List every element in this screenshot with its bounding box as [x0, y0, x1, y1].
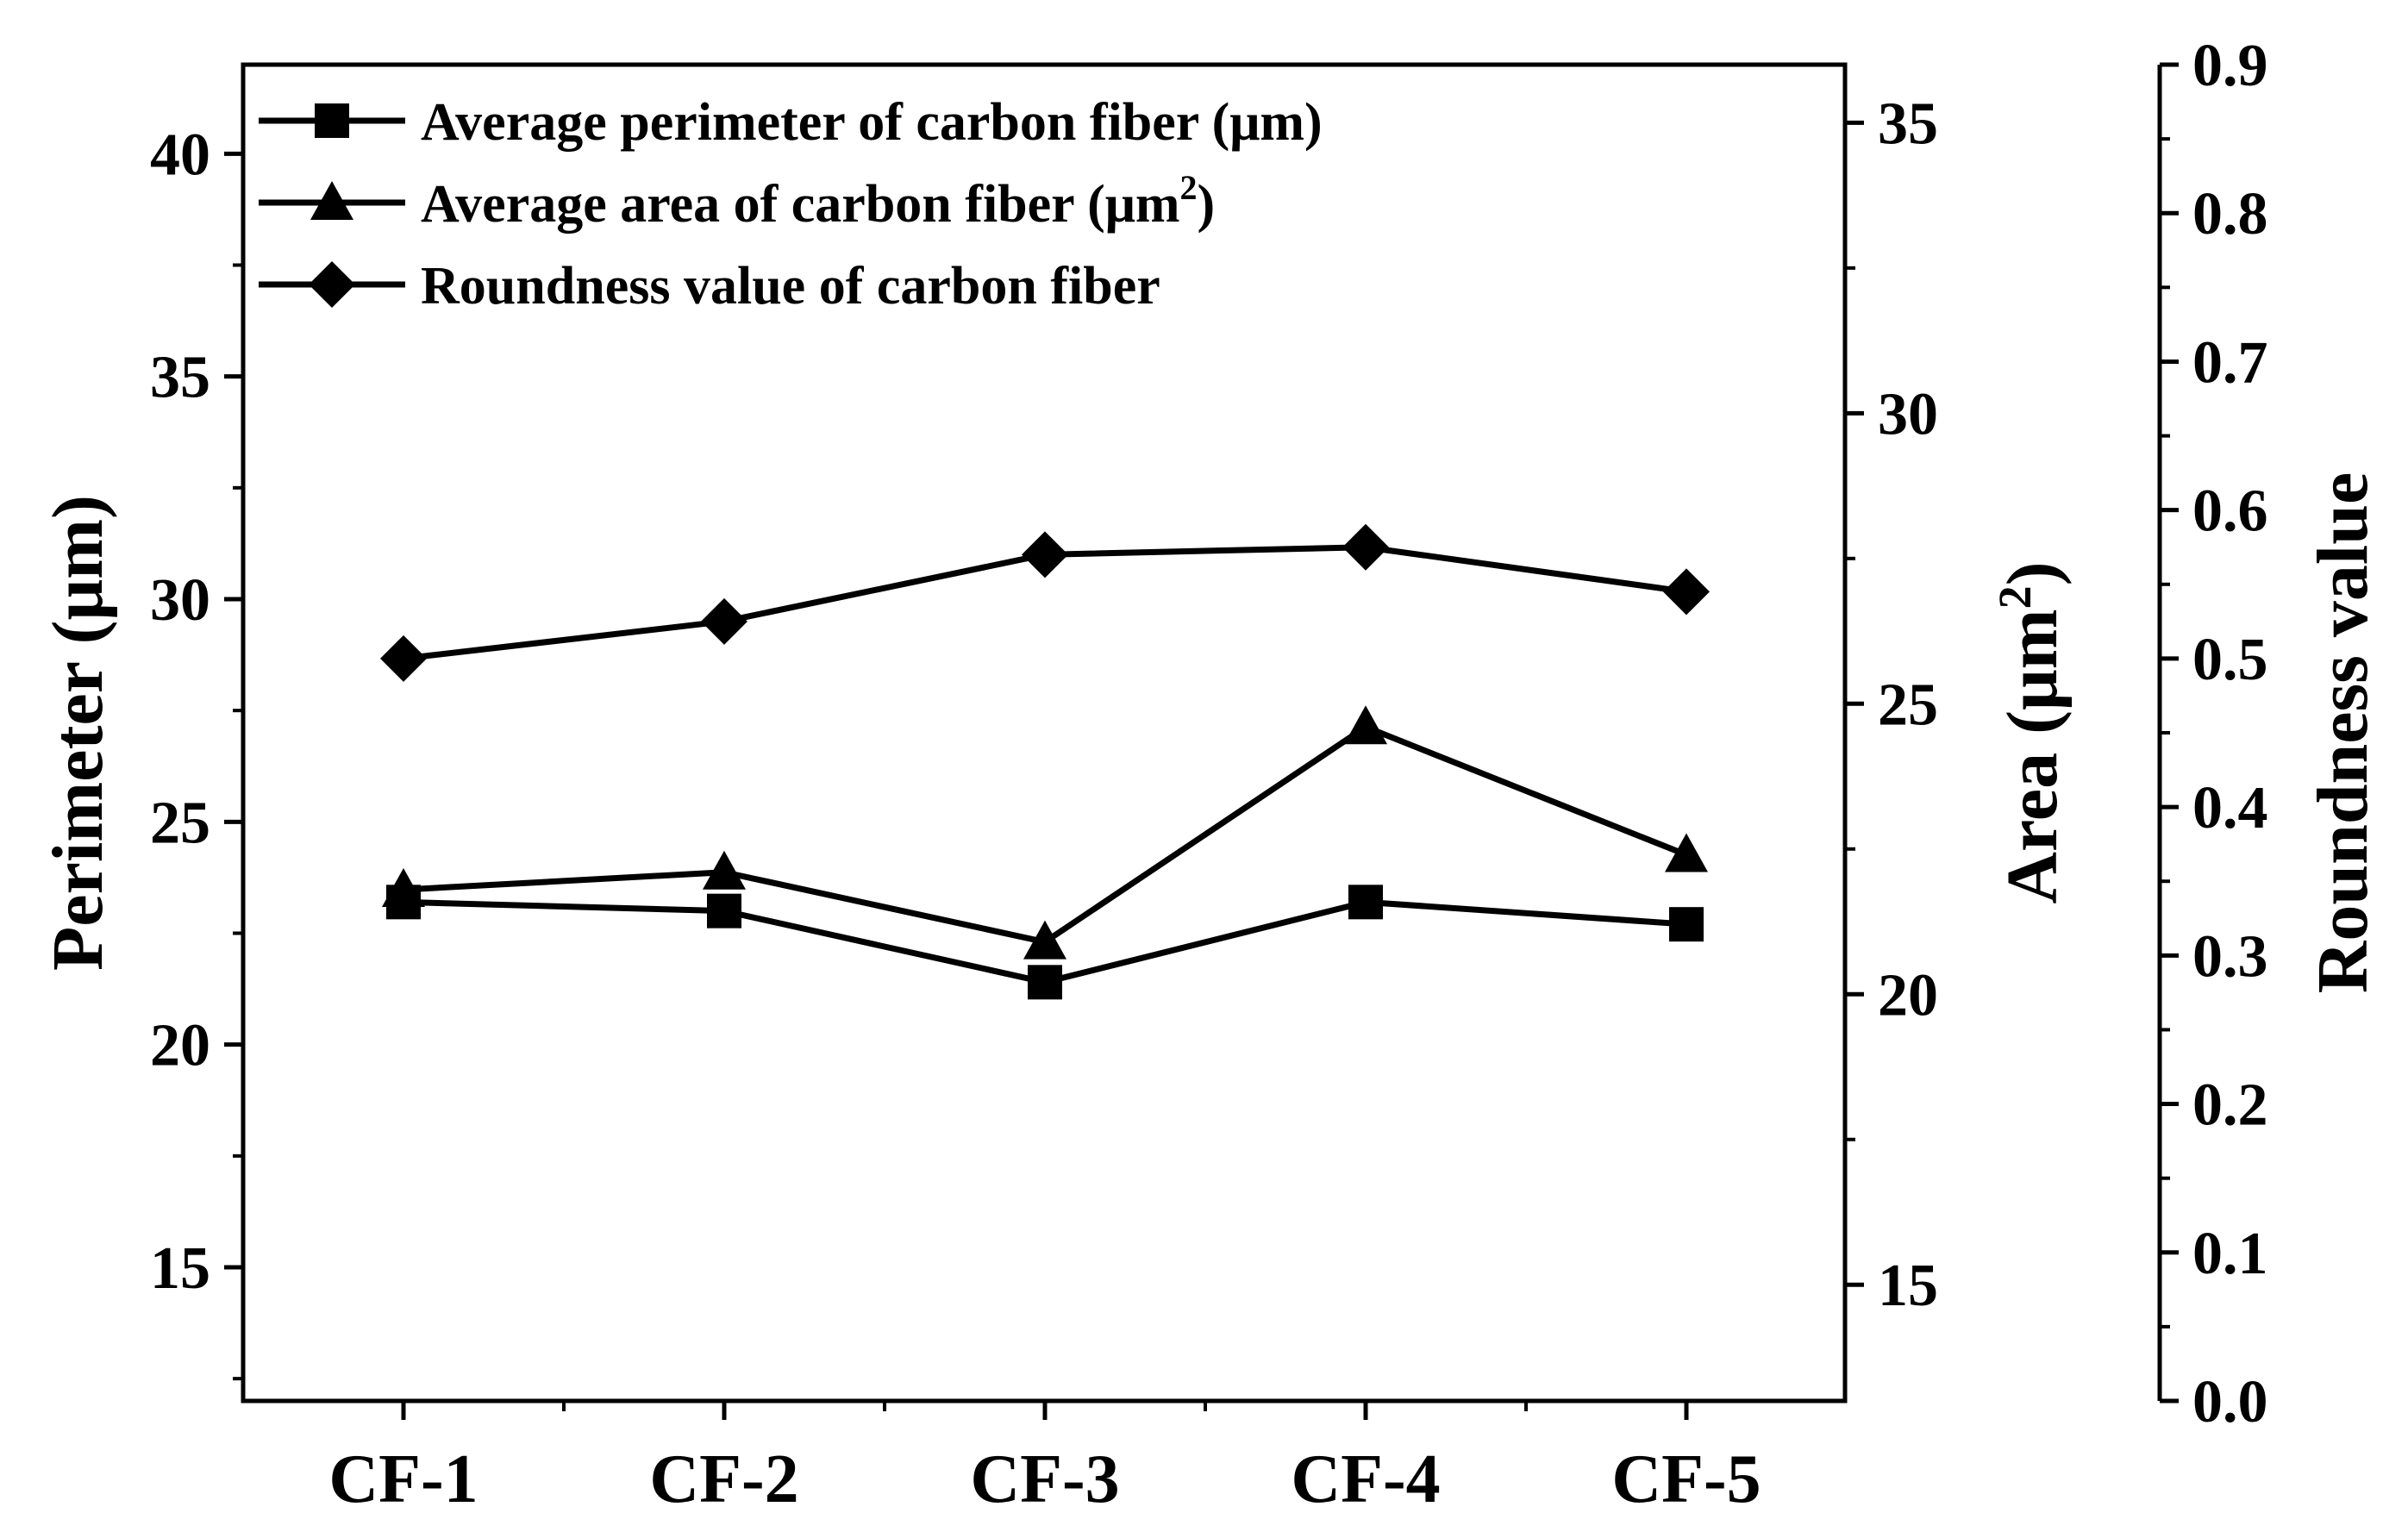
- x-tick-label: CF-1: [328, 1441, 478, 1517]
- series-layer: [380, 523, 1710, 1000]
- roundness-data-point: [1342, 523, 1389, 571]
- roundness-data-point: [1663, 568, 1710, 616]
- perimeter-tick-label: 20: [150, 1013, 210, 1079]
- area-data-point: [382, 867, 425, 907]
- area-tick-label: 25: [1878, 672, 1938, 738]
- area-tick-label: 20: [1878, 962, 1938, 1028]
- roundness-tick-label: 0.7: [2192, 329, 2268, 396]
- area-axis-title: Area (μm2): [1989, 561, 2073, 903]
- perimeter-tick-label: 35: [150, 345, 210, 411]
- area-tick-label: 35: [1878, 91, 1938, 157]
- area-data-point: [1665, 833, 1708, 872]
- area-tick-label: 30: [1878, 381, 1938, 447]
- perimeter-data-point: [1348, 885, 1383, 920]
- roundness-axis-title: Roundness value: [2303, 472, 2383, 994]
- roundness-tick-label: 0.9: [2192, 33, 2268, 99]
- legend-marker: [310, 181, 353, 220]
- roundness-tick-label: 0.0: [2192, 1369, 2268, 1435]
- perimeter-tick-label: 15: [150, 1235, 210, 1302]
- legend-marker: [309, 261, 355, 308]
- roundness-tick-label: 0.6: [2192, 478, 2268, 545]
- area-tick-label: 15: [1878, 1253, 1938, 1319]
- perimeter-tick-label: 25: [150, 790, 210, 856]
- legend-entry-label: Average area of carbon fiber (μm2): [421, 168, 1215, 234]
- axes-layer: 15 20 25 30 35 40 15 20 25 30 35 0.0 0.1 0.2 0.3 0.4 0.5…: [150, 33, 2268, 1517]
- perimeter-tick-label: 30: [150, 567, 210, 634]
- roundness-tick-label: 0.4: [2192, 775, 2268, 841]
- x-tick-label: CF-4: [1291, 1441, 1440, 1517]
- roundness-tick-label: 0.2: [2192, 1072, 2268, 1139]
- perimeter-data-point: [707, 893, 741, 928]
- x-tick-label: CF-5: [1611, 1441, 1761, 1517]
- area-data-point: [703, 850, 746, 890]
- roundness-tick-label: 0.8: [2192, 181, 2268, 247]
- legend-entry-label: Roundness value of carbon fiber: [421, 257, 1160, 316]
- area-data-point: [1023, 920, 1066, 960]
- perimeter-tick-label: 40: [150, 122, 210, 188]
- x-tick-label: CF-2: [649, 1441, 798, 1517]
- roundness-data-point: [1022, 531, 1068, 578]
- roundness-tick-label: 0.3: [2192, 923, 2268, 990]
- roundness-tick-label: 0.1: [2192, 1221, 2268, 1287]
- roundness-tick-label: 0.5: [2192, 627, 2268, 693]
- roundness-data-point: [380, 635, 427, 682]
- perimeter-data-point: [1028, 965, 1062, 1000]
- legend-marker: [315, 103, 349, 138]
- perimeter-axis-title: Perimeter (μm): [38, 495, 118, 971]
- x-tick-label: CF-3: [970, 1441, 1119, 1517]
- perimeter-data-point: [1669, 907, 1704, 942]
- legend-entry-label: Average perimeter of carbon fiber (μm): [421, 93, 1323, 152]
- legend: Average perimeter of carbon fiber (μm) Av…: [259, 93, 1323, 316]
- roundness-data-point: [701, 597, 747, 645]
- area-data-point: [1344, 705, 1387, 745]
- axis-titles: Perimeter (μm) Area (μm2) Roundness value: [38, 472, 2383, 994]
